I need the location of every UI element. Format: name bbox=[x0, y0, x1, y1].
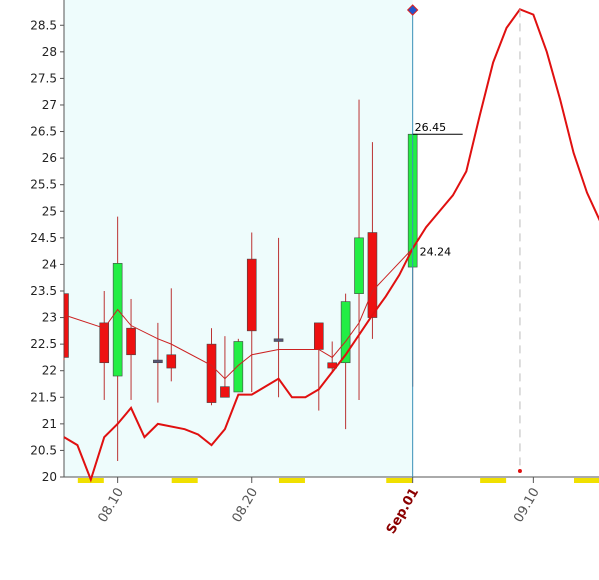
y-tick-label: 26 bbox=[42, 151, 57, 165]
volume-markers bbox=[77, 478, 599, 483]
y-tick-label: 26.5 bbox=[30, 125, 57, 139]
volume-marker bbox=[386, 478, 413, 483]
candle-body bbox=[273, 338, 284, 342]
y-tick-label: 28.5 bbox=[30, 18, 57, 32]
last-close-label: 26.45 bbox=[415, 121, 447, 134]
candle-body bbox=[313, 322, 324, 350]
y-tick-label: 28 bbox=[42, 45, 57, 59]
y-tick-label: 23 bbox=[42, 311, 57, 325]
y-tick-label: 23.5 bbox=[30, 284, 57, 298]
candle-body bbox=[63, 293, 69, 358]
candle-body bbox=[340, 301, 351, 364]
volume-marker bbox=[278, 478, 305, 483]
volume-marker bbox=[171, 478, 198, 483]
candle-body bbox=[166, 354, 177, 369]
y-tick-label: 27.5 bbox=[30, 71, 57, 85]
x-tick-label: 08.10 bbox=[96, 486, 128, 526]
y-tick-label: 27 bbox=[42, 98, 57, 112]
cursor-marker[interactable] bbox=[406, 4, 419, 16]
moving-average-line bbox=[63, 248, 414, 380]
y-tick-label: 24.5 bbox=[30, 231, 57, 245]
candle-body bbox=[112, 263, 123, 377]
candle-body bbox=[153, 359, 163, 364]
volume-marker bbox=[574, 478, 599, 483]
y-axis-ticks: 20 20.5 21 21.5 22 22.5 23 23.5 24 24.5 25 25.5 26 26… bbox=[30, 18, 64, 484]
y-tick-label: 25 bbox=[42, 204, 57, 218]
x-axis-ticks bbox=[117, 477, 534, 483]
candle-body bbox=[206, 343, 217, 403]
candle-body bbox=[99, 322, 110, 364]
forecast-peak-dot bbox=[517, 469, 522, 473]
y-tick-label: 21.5 bbox=[30, 390, 57, 404]
volume-marker bbox=[480, 478, 507, 483]
candle-body bbox=[233, 341, 244, 393]
y-tick-label: 22 bbox=[42, 364, 57, 378]
x-axis-labels: 08.10 08.20 Sep.01 09.10 bbox=[96, 486, 543, 537]
x-tick-label: 09.10 bbox=[511, 486, 543, 526]
x-tick-label: Sep.01 bbox=[384, 486, 422, 537]
y-tick-label: 25.5 bbox=[30, 178, 57, 192]
y-tick-label: 20.5 bbox=[30, 443, 57, 457]
candle-body bbox=[246, 258, 257, 332]
y-tick-label: 21 bbox=[42, 417, 57, 431]
candle-body bbox=[126, 327, 136, 356]
candle-body bbox=[354, 237, 364, 294]
candle-body bbox=[367, 232, 378, 318]
y-tick-label: 20 bbox=[42, 470, 57, 484]
y-tick-label: 22.5 bbox=[30, 337, 57, 351]
x-tick-label: 08.20 bbox=[230, 486, 262, 526]
candle-body bbox=[220, 386, 230, 398]
y-tick-label: 24 bbox=[42, 257, 57, 271]
last-open-label: 24.24 bbox=[420, 246, 452, 259]
